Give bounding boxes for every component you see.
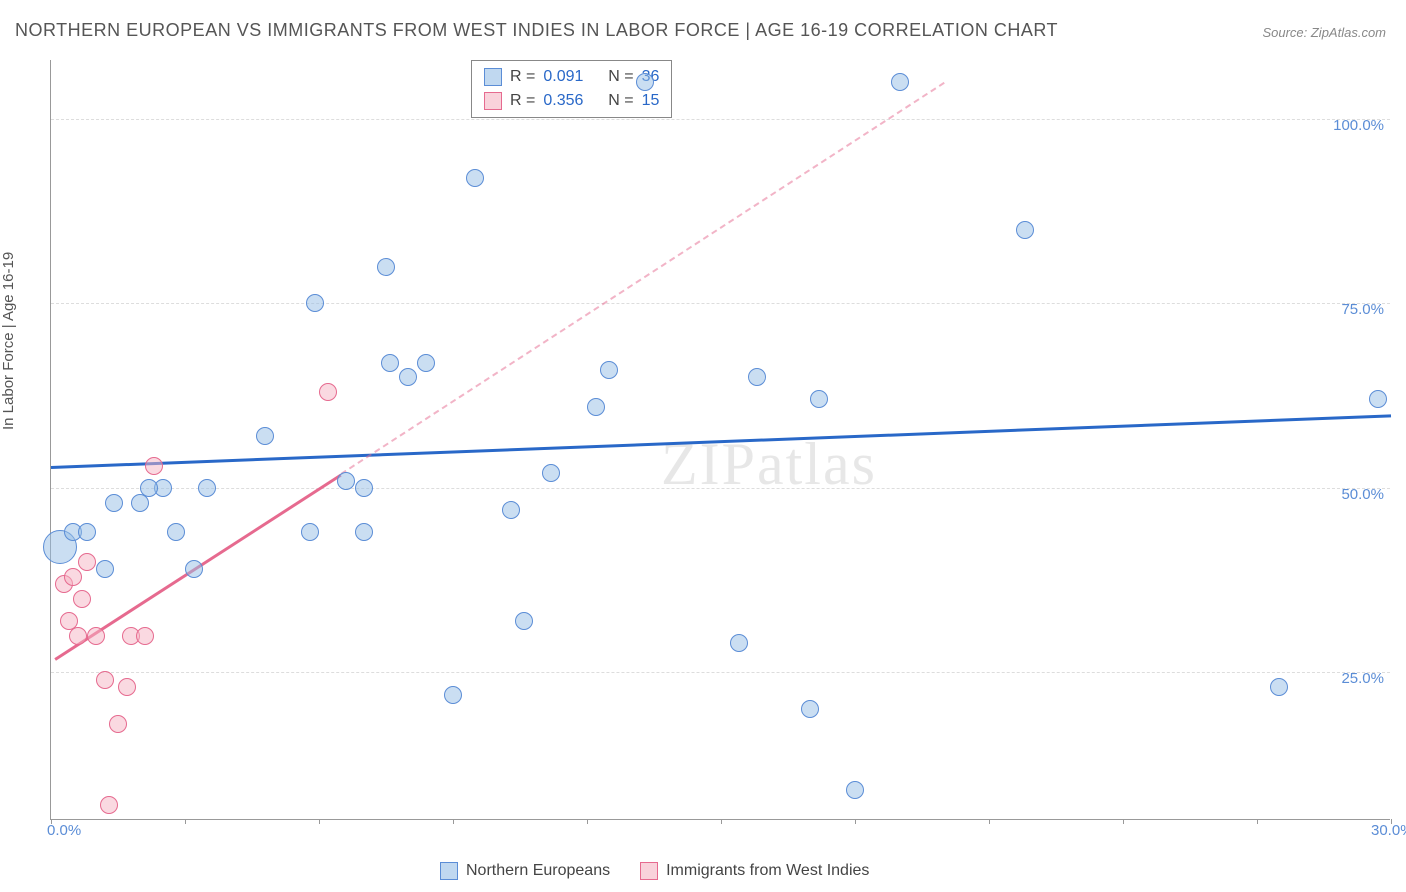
gridline xyxy=(51,119,1390,120)
scatter-point-blue xyxy=(1270,678,1288,696)
scatter-point-blue xyxy=(306,294,324,312)
scatter-point-blue xyxy=(256,427,274,445)
x-tick-mark xyxy=(185,819,186,824)
scatter-point-pink xyxy=(136,627,154,645)
scatter-point-blue xyxy=(105,494,123,512)
x-tick-mark xyxy=(1257,819,1258,824)
legend-swatch-blue xyxy=(440,862,458,880)
x-tick-mark xyxy=(855,819,856,824)
gridline xyxy=(51,672,1390,673)
scatter-point-blue xyxy=(185,560,203,578)
x-tick-mark xyxy=(453,819,454,824)
scatter-point-blue xyxy=(355,479,373,497)
scatter-point-blue xyxy=(730,634,748,652)
scatter-point-blue xyxy=(810,390,828,408)
legend-swatch-pink xyxy=(484,92,502,110)
x-tick-mark xyxy=(721,819,722,824)
scatter-point-pink xyxy=(109,715,127,733)
scatter-point-pink xyxy=(73,590,91,608)
scatter-point-blue xyxy=(891,73,909,91)
scatter-point-pink xyxy=(87,627,105,645)
scatter-point-pink xyxy=(96,671,114,689)
scatter-point-blue xyxy=(600,361,618,379)
scatter-point-blue xyxy=(1016,221,1034,239)
stats-legend-row: R = 0.091 N = 36 xyxy=(484,65,659,89)
legend-swatch-blue xyxy=(484,68,502,86)
chart-source: Source: ZipAtlas.com xyxy=(1262,25,1386,40)
n-value: 15 xyxy=(642,89,660,113)
scatter-point-blue xyxy=(355,523,373,541)
x-tick-label: 30.0% xyxy=(1371,822,1406,839)
y-axis-label: In Labor Force | Age 16-19 xyxy=(0,252,17,430)
scatter-point-blue xyxy=(636,73,654,91)
x-tick-mark xyxy=(319,819,320,824)
trend-line-dashed xyxy=(341,82,945,475)
y-tick-label: 100.0% xyxy=(1333,117,1392,134)
scatter-point-blue xyxy=(301,523,319,541)
n-label: N = xyxy=(608,89,633,113)
legend-item: Immigrants from West Indies xyxy=(640,862,869,880)
trend-line xyxy=(51,414,1391,469)
scatter-point-blue xyxy=(377,258,395,276)
n-label: N = xyxy=(608,65,633,89)
scatter-point-blue xyxy=(198,479,216,497)
scatter-point-blue xyxy=(444,686,462,704)
scatter-point-blue xyxy=(78,523,96,541)
legend-label: Immigrants from West Indies xyxy=(666,862,869,880)
legend-swatch-pink xyxy=(640,862,658,880)
legend-item: Northern Europeans xyxy=(440,862,610,880)
gridline xyxy=(51,303,1390,304)
gridline xyxy=(51,488,1390,489)
r-label: R = xyxy=(510,65,535,89)
bottom-legend: Northern Europeans Immigrants from West … xyxy=(440,862,869,880)
scatter-point-blue xyxy=(846,781,864,799)
scatter-point-blue xyxy=(587,398,605,416)
r-value: 0.091 xyxy=(543,65,583,89)
scatter-point-pink xyxy=(118,678,136,696)
scatter-point-blue xyxy=(96,560,114,578)
scatter-point-pink xyxy=(64,568,82,586)
scatter-point-pink xyxy=(78,553,96,571)
scatter-point-blue xyxy=(140,479,158,497)
scatter-point-pink xyxy=(319,383,337,401)
scatter-point-blue xyxy=(515,612,533,630)
r-value: 0.356 xyxy=(543,89,583,113)
scatter-point-pink xyxy=(145,457,163,475)
scatter-point-blue xyxy=(1369,390,1387,408)
legend-label: Northern Europeans xyxy=(466,862,610,880)
x-tick-mark xyxy=(587,819,588,824)
scatter-point-blue xyxy=(417,354,435,372)
scatter-point-pink xyxy=(69,627,87,645)
scatter-point-blue xyxy=(801,700,819,718)
x-tick-mark xyxy=(1123,819,1124,824)
scatter-point-blue xyxy=(542,464,560,482)
x-tick-mark xyxy=(989,819,990,824)
scatter-plot-area: ZIPatlas R = 0.091 N = 36 R = 0.356 N = … xyxy=(50,60,1390,820)
scatter-point-pink xyxy=(100,796,118,814)
y-tick-label: 50.0% xyxy=(1341,486,1392,503)
r-label: R = xyxy=(510,89,535,113)
scatter-point-blue xyxy=(399,368,417,386)
scatter-point-blue xyxy=(466,169,484,187)
x-tick-label: 0.0% xyxy=(47,822,81,839)
y-tick-label: 25.0% xyxy=(1341,670,1392,687)
scatter-point-blue xyxy=(381,354,399,372)
chart-title: NORTHERN EUROPEAN VS IMMIGRANTS FROM WES… xyxy=(15,20,1058,41)
scatter-point-blue xyxy=(748,368,766,386)
scatter-point-blue xyxy=(337,472,355,490)
y-tick-label: 75.0% xyxy=(1341,301,1392,318)
scatter-point-blue xyxy=(502,501,520,519)
scatter-point-blue xyxy=(167,523,185,541)
stats-legend-row: R = 0.356 N = 15 xyxy=(484,89,659,113)
